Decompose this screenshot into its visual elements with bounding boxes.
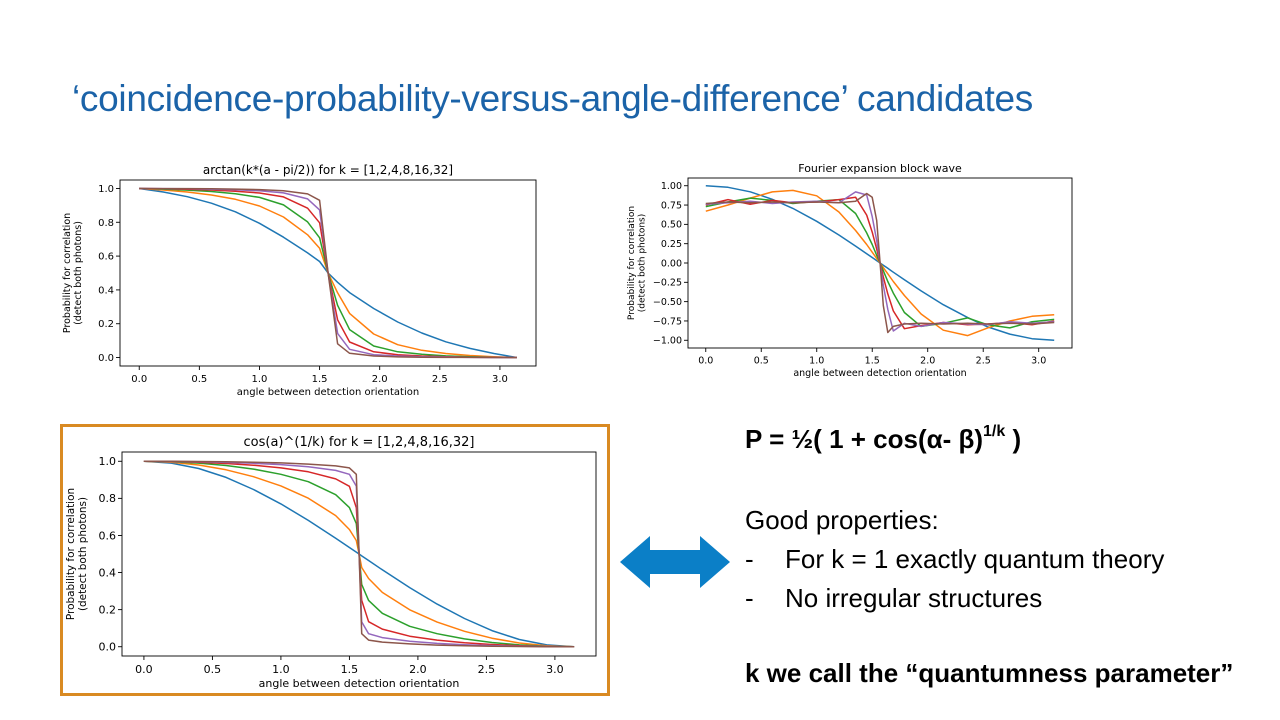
- y-tick-label: 1.00: [661, 181, 682, 192]
- y-axis-label: (detect both photons): [73, 221, 84, 325]
- x-axis-label: angle between detection orientation: [793, 368, 966, 379]
- y-tick-label: 0.25: [661, 239, 682, 250]
- series-line: [139, 187, 517, 359]
- properties-heading: Good properties:: [745, 505, 939, 535]
- property-bullet: -: [745, 544, 754, 574]
- property-text: For k = 1 exactly quantum theory: [785, 544, 1165, 574]
- x-tick-label: 0.0: [698, 356, 713, 367]
- x-tick-label: 1.5: [312, 374, 328, 385]
- x-tick-label: 2.5: [432, 374, 448, 385]
- y-tick-label: −1.00: [653, 336, 682, 347]
- slide-title: ‘coincidence-probability-versus-angle-di…: [72, 78, 1033, 119]
- chart-title: cos(a)^(1/k) for k = [1,2,4,8,16,32]: [244, 435, 475, 450]
- y-tick-label: 0.0: [99, 641, 117, 654]
- y-axis-label: Probability for correlation: [62, 213, 73, 333]
- y-tick-label: 0.50: [661, 220, 682, 231]
- y-tick-label: 1.0: [99, 455, 117, 468]
- x-tick-label: 2.0: [372, 374, 388, 385]
- x-tick-label: 2.0: [409, 663, 427, 676]
- y-tick-label: 0.0: [98, 353, 114, 364]
- x-tick-label: 0.5: [204, 663, 222, 676]
- x-axis-label: angle between detection orientation: [237, 387, 419, 398]
- formula-prefix: P = ½( 1 + cos(α- β): [745, 424, 984, 454]
- y-axis-label: Probability for correlation: [65, 488, 77, 620]
- y-tick-label: 0.6: [98, 252, 114, 263]
- formula-suffix: ): [1005, 424, 1022, 454]
- x-tick-label: 2.5: [478, 663, 496, 676]
- x-tick-label: 0.0: [135, 663, 153, 676]
- y-tick-label: 0.00: [661, 258, 682, 269]
- y-tick-label: −0.75: [653, 316, 682, 327]
- y-tick-label: 0.6: [99, 529, 117, 542]
- x-tick-label: 0.5: [191, 374, 207, 385]
- y-tick-label: 1.0: [98, 184, 114, 195]
- x-tick-label: 0.5: [754, 356, 769, 367]
- x-tick-label: 1.5: [865, 356, 880, 367]
- y-tick-label: 0.8: [99, 492, 117, 505]
- chart-title: Fourier expansion block wave: [798, 162, 962, 175]
- series-line: [143, 460, 575, 648]
- x-tick-label: 1.0: [252, 374, 268, 385]
- x-tick-label: 1.5: [341, 663, 359, 676]
- chart-fourier-block-wave: 0.0 0.5 1.0 1.5 2.0 2.5 3.0 −1.00 −0.75 −0.50 −0.2…: [620, 160, 1080, 386]
- y-axis-label: (detect both photons): [77, 497, 89, 611]
- property-item: - No irregular structures: [745, 583, 1042, 614]
- highlight-frame: [60, 424, 610, 696]
- quantumness-statement: k we call the “quantumness parameter”: [745, 658, 1234, 688]
- x-tick-label: 3.0: [546, 663, 564, 676]
- axes-frame: [121, 451, 597, 657]
- chart-svg: 0.0 0.5 1.0 1.5 2.0 2.5 3.0 0.0 0.2 0.4 0.6 0.8 1.0 a…: [62, 163, 537, 398]
- x-tick-label: 1.0: [809, 356, 824, 367]
- double-headed-arrow-icon: [620, 536, 730, 593]
- formula-exponent: 1/k: [983, 423, 1006, 441]
- x-tick-label: 1.0: [272, 663, 290, 676]
- formula: P = ½( 1 + cos(α- β)1/k ): [745, 423, 1022, 455]
- chart-cos-root: 0.0 0.5 1.0 1.5 2.0 2.5 3.0 0.0 0.2 0.4 0.6 0.8 1.0 c…: [62, 428, 604, 692]
- x-tick-label: 3.0: [1031, 356, 1046, 367]
- property-text: No irregular structures: [785, 583, 1043, 613]
- chart-title: arctan(k*(a - pi/2)) for k = [1,2,4,8,16…: [203, 163, 453, 177]
- y-axis-label: Probability for correlation: [627, 206, 637, 320]
- property-bullet: -: [745, 583, 754, 613]
- chart-svg: 0.0 0.5 1.0 1.5 2.0 2.5 3.0 −1.00 −0.75 −0.50 −0.2…: [627, 162, 1073, 379]
- x-tick-label: 0.0: [131, 374, 147, 385]
- chart-arctan: 0.0 0.5 1.0 1.5 2.0 2.5 3.0 0.0 0.2 0.4 0.6 0.8 1.0 a…: [58, 160, 558, 406]
- axes-frame: [119, 179, 537, 367]
- series-line: [705, 192, 1055, 334]
- y-tick-label: −0.50: [653, 297, 682, 308]
- y-tick-label: 0.75: [661, 200, 682, 211]
- y-tick-label: 0.2: [99, 603, 117, 616]
- x-tick-label: 2.5: [976, 356, 991, 367]
- y-tick-label: 0.4: [98, 285, 114, 296]
- x-axis-label: angle between detection orientation: [259, 677, 460, 690]
- y-axis-label: (detect both photons): [638, 214, 648, 313]
- chart-svg: 0.0 0.5 1.0 1.5 2.0 2.5 3.0 0.0 0.2 0.4 0.6 0.8 1.0 c…: [65, 435, 597, 690]
- y-tick-label: 0.4: [99, 566, 117, 579]
- property-item: - For k = 1 exactly quantum theory: [745, 544, 1164, 575]
- y-tick-label: 0.2: [98, 319, 114, 330]
- y-tick-label: 0.8: [98, 218, 114, 229]
- x-tick-label: 2.0: [920, 356, 935, 367]
- y-tick-label: −0.25: [653, 278, 682, 289]
- x-tick-label: 3.0: [492, 374, 508, 385]
